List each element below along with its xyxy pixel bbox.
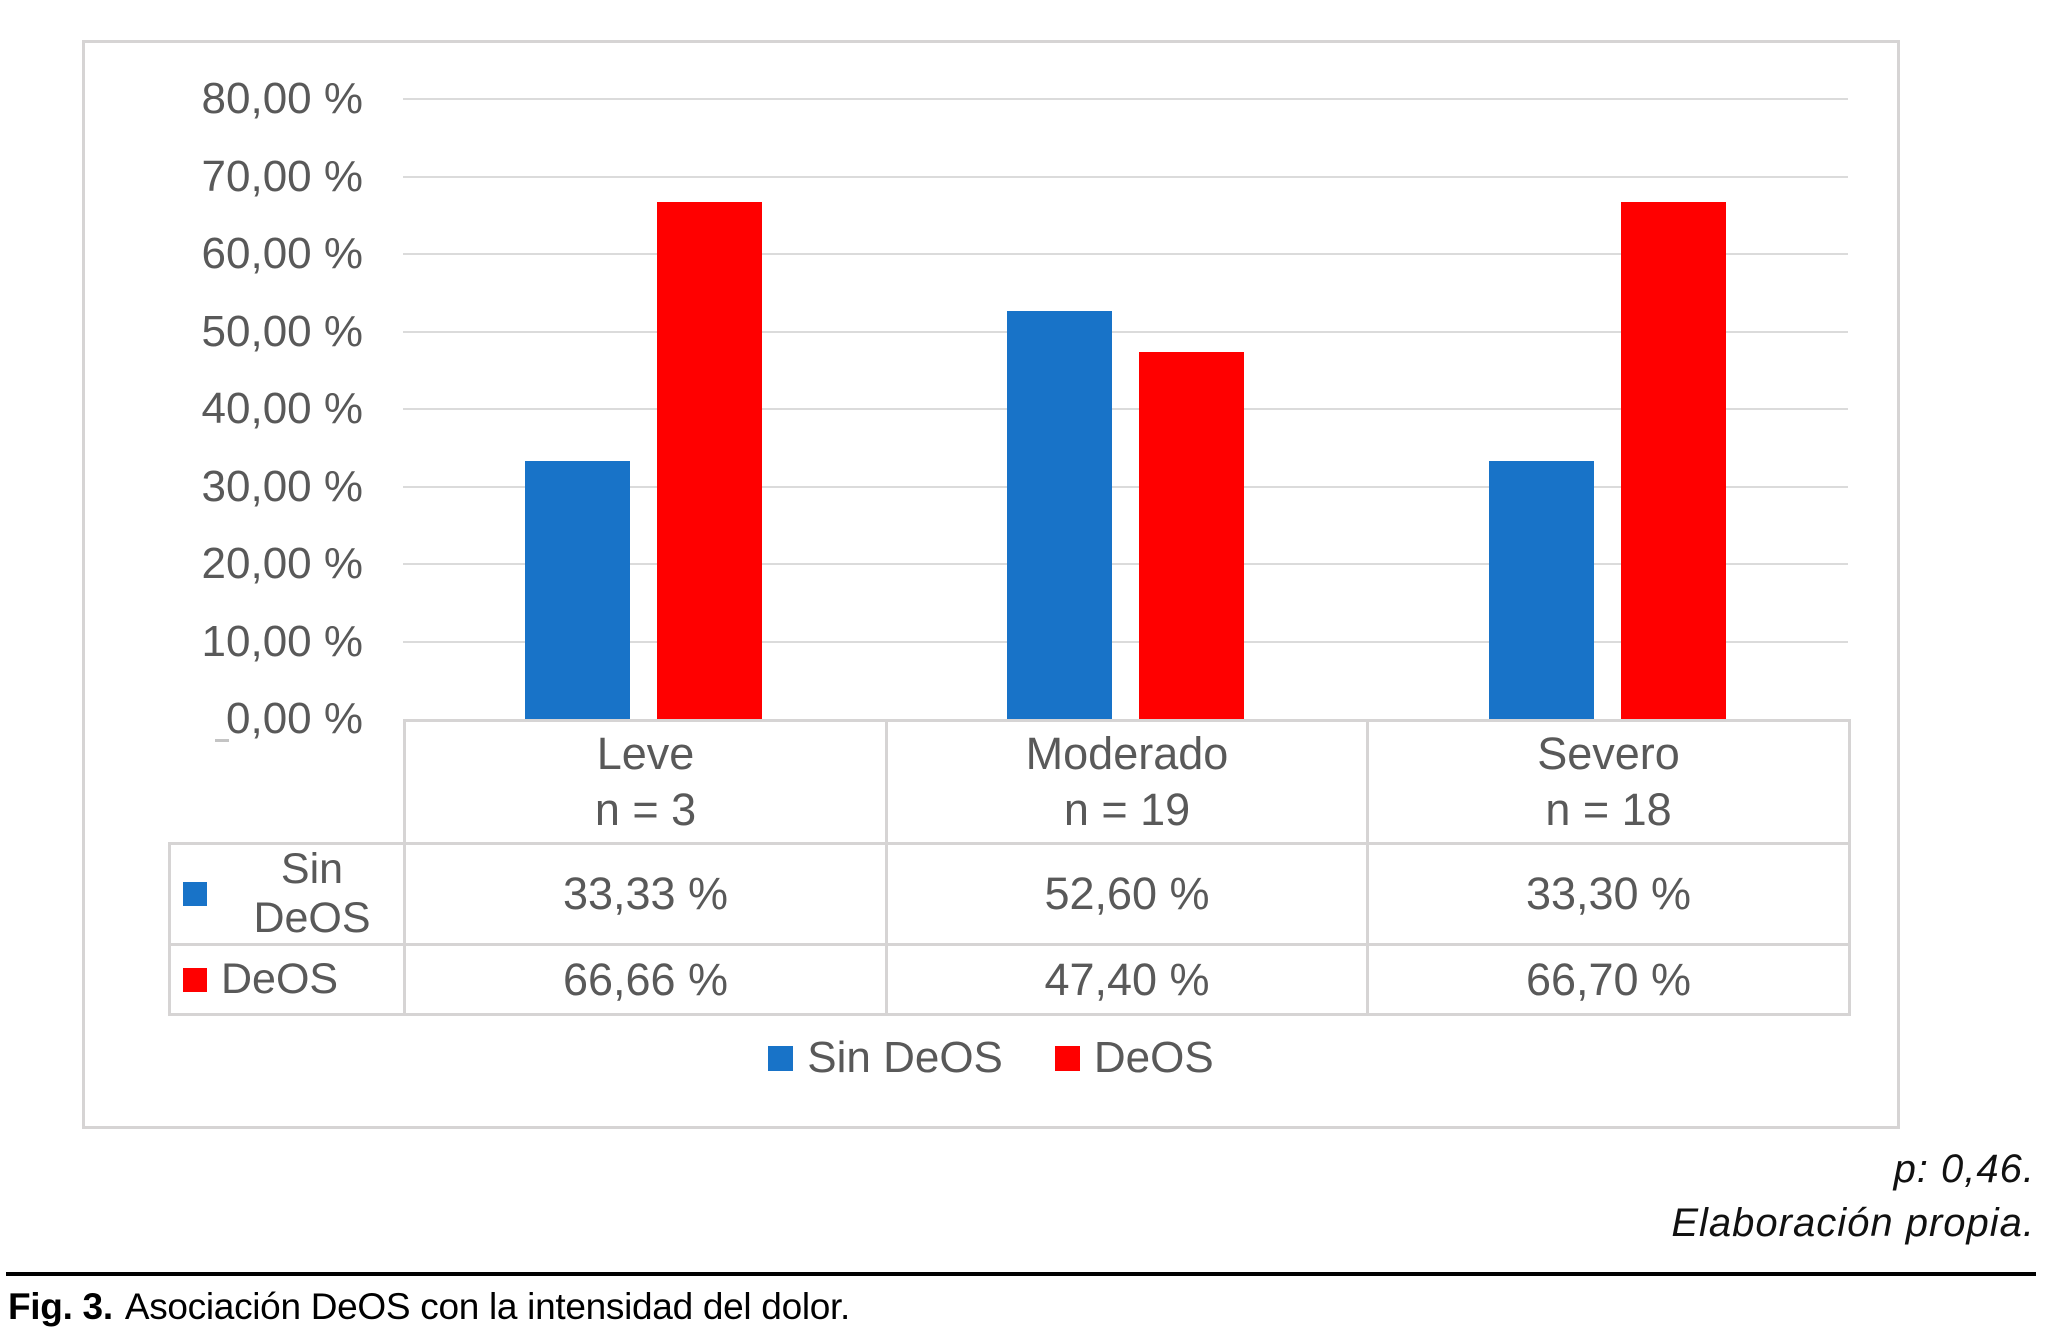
y-axis-label: 0,00 %	[226, 694, 363, 743]
header-cell-leve: Leve n = 3	[403, 719, 888, 845]
category-n: n = 3	[594, 784, 697, 835]
bar-deos-moderado	[1139, 352, 1244, 719]
row-label-cell: Sin DeOS	[168, 842, 406, 946]
bar-sin-deos-leve	[525, 461, 630, 719]
source-note: Elaboración propia.	[1671, 1201, 2035, 1245]
axis-minor-tick	[215, 739, 229, 742]
value-cell: 33,33 %	[403, 842, 888, 946]
header-cell-severo: Severo n = 18	[1366, 719, 1851, 845]
figure-caption: Fig. 3. Asociación DeOS con la intensidad…	[8, 1286, 850, 1328]
bar-sin-deos-moderado	[1007, 311, 1112, 719]
legend-item-sin-deos: Sin DeOS	[768, 1033, 1003, 1083]
y-axis-label: 80,00 %	[201, 74, 363, 123]
series-name: DeOS	[221, 955, 339, 1003]
data-table: Leve n = 3 Moderado n = 19 Severo n = 18…	[168, 719, 1851, 1016]
gridline	[403, 641, 1848, 643]
category-n: n = 19	[1063, 784, 1191, 835]
table-row-deos: DeOS 66,66 % 47,40 % 66,70 %	[168, 943, 1851, 1016]
value-cell: 66,70 %	[1366, 943, 1851, 1016]
figure-caption-text: Asociación DeOS con la intensidad del do…	[124, 1286, 851, 1327]
y-axis-label: 10,00 %	[201, 617, 363, 666]
value-cell: 33,30 %	[1366, 842, 1851, 946]
gridline	[403, 176, 1848, 178]
y-axis-label: 50,00 %	[201, 307, 363, 356]
legend-label: Sin DeOS	[807, 1033, 1003, 1082]
table-row-sin-deos: Sin DeOS 33,33 % 52,60 % 33,30 %	[168, 842, 1851, 946]
gridline	[403, 486, 1848, 488]
legend-label: DeOS	[1093, 1033, 1214, 1082]
y-axis-label: 70,00 %	[201, 152, 363, 201]
category-label: Leve	[596, 728, 695, 779]
table-header-row: Leve n = 3 Moderado n = 19 Severo n = 18	[170, 719, 1851, 845]
header-cell-moderado: Moderado n = 19	[885, 719, 1369, 845]
legend-item-deos: DeOS	[1054, 1033, 1214, 1083]
series-name: Sin DeOS	[253, 845, 371, 942]
table-corner-cell	[170, 721, 405, 844]
category-label: Moderado	[1025, 728, 1229, 779]
y-axis-label: 20,00 %	[201, 539, 363, 588]
bar-sin-deos-severo	[1489, 461, 1594, 719]
legend-key-icon	[768, 1045, 794, 1071]
chart-panel: 0,00 % 10,00 % 20,00 % 30,00 % 40,00 % 5…	[82, 40, 1900, 1129]
gridline	[403, 253, 1848, 255]
category-label: Severo	[1537, 728, 1680, 779]
legend-key-icon	[1054, 1045, 1080, 1071]
gridline	[403, 331, 1848, 333]
gridline	[403, 408, 1848, 410]
series-key-icon	[183, 882, 207, 906]
value-cell: 52,60 %	[885, 842, 1369, 946]
figure-caption-label: Fig. 3.	[8, 1286, 113, 1327]
category-n: n = 18	[1545, 784, 1672, 835]
bar-deos-leve	[657, 202, 762, 719]
value-cell: 47,40 %	[885, 943, 1369, 1016]
bar-deos-severo	[1621, 202, 1726, 719]
series-key-icon	[183, 967, 207, 992]
y-axis-label: 40,00 %	[201, 384, 363, 433]
figure-notes: p: 0,46. Elaboración propia.	[1671, 1142, 2035, 1250]
caption-divider	[6, 1272, 2036, 1276]
gridline	[403, 563, 1848, 565]
row-label-cell: DeOS	[168, 943, 406, 1016]
gridline	[403, 98, 1848, 100]
y-axis-label: 30,00 %	[201, 462, 363, 511]
value-cell: 66,66 %	[403, 943, 888, 1016]
p-value-note: p: 0,46.	[1893, 1147, 2035, 1191]
y-axis-label: 60,00 %	[201, 229, 363, 278]
legend: Sin DeOS DeOS	[85, 1033, 1897, 1083]
